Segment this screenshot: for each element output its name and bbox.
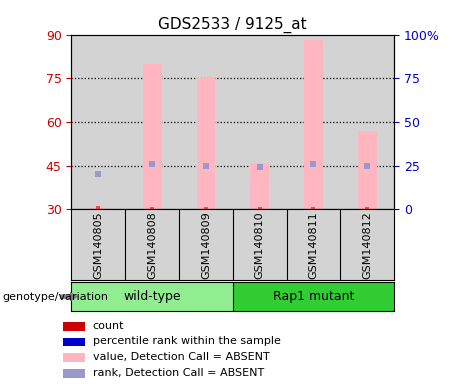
Bar (63, 322, 85, 331)
Bar (233, 282, 394, 311)
Bar (89, 208, 108, 209)
Bar (304, 40, 323, 209)
Bar (143, 64, 161, 209)
Title: GDS2533 / 9125_at: GDS2533 / 9125_at (159, 17, 307, 33)
Bar (287, 35, 340, 209)
Text: GSM140811: GSM140811 (308, 211, 319, 279)
Bar (125, 35, 179, 209)
Bar (340, 35, 394, 209)
Bar (179, 35, 233, 209)
Bar (63, 369, 85, 377)
Bar (358, 131, 377, 209)
Text: GSM140810: GSM140810 (254, 211, 265, 279)
Bar (250, 163, 269, 209)
Bar (71, 35, 125, 209)
Bar (63, 353, 85, 362)
Text: GSM140805: GSM140805 (93, 211, 103, 279)
Bar (233, 35, 287, 209)
Text: value, Detection Call = ABSENT: value, Detection Call = ABSENT (93, 352, 269, 362)
Bar (196, 78, 215, 209)
Text: genotype/variation: genotype/variation (2, 291, 108, 302)
Text: count: count (93, 321, 124, 331)
Text: GSM140809: GSM140809 (201, 211, 211, 279)
Bar (63, 338, 85, 346)
Text: wild-type: wild-type (124, 290, 181, 303)
Text: GSM140808: GSM140808 (147, 211, 157, 279)
Text: percentile rank within the sample: percentile rank within the sample (93, 336, 281, 346)
Text: rank, Detection Call = ABSENT: rank, Detection Call = ABSENT (93, 367, 264, 377)
Bar (71, 282, 233, 311)
Text: Rap1 mutant: Rap1 mutant (273, 290, 354, 303)
Text: GSM140812: GSM140812 (362, 211, 372, 279)
